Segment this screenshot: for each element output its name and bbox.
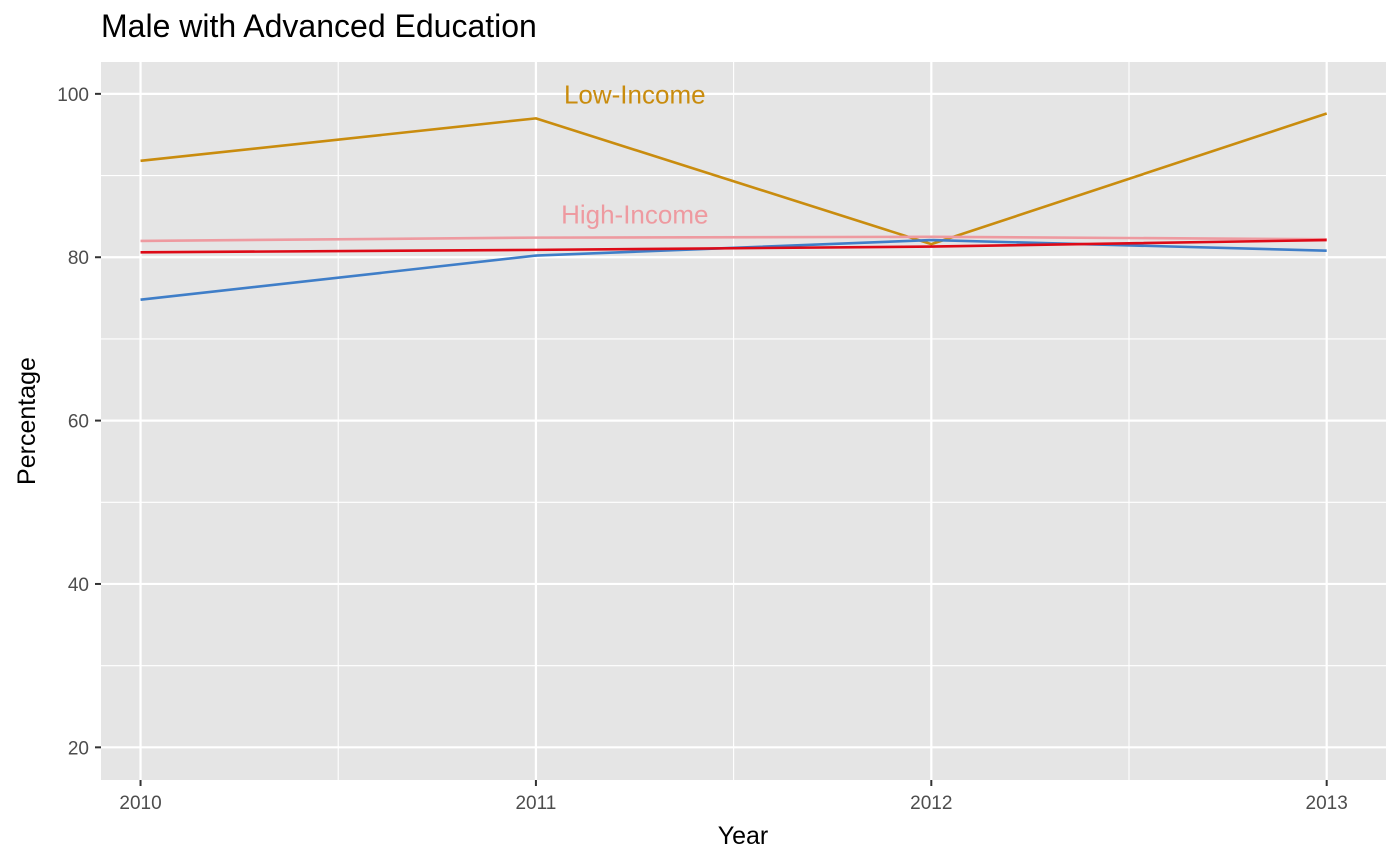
x-tick-label: 2012 [910,793,952,814]
x-tick-label: 2010 [119,793,161,814]
series-line-low-income [140,112,1328,246]
y-axis-title: Percentage [13,357,41,485]
y-tick-label: 60 [68,412,89,433]
y-axis: 20 40 60 80 100 [57,85,101,759]
x-tick-label: 2011 [515,793,556,814]
y-tick-label: 20 [68,738,89,759]
series-line-4 [140,238,1327,254]
y-tick-label: 100 [57,85,89,106]
y-tick-label: 40 [68,575,89,596]
series-lines [140,112,1328,301]
major-gridlines [101,62,1386,780]
line-annotations: Low-Income High-Income [561,80,708,230]
x-axis-title: Year [718,822,769,850]
x-axis: 2010 2011 2012 2013 [119,780,1348,814]
y-tick-label: 80 [68,248,89,269]
chart-title: Male with Advanced Education [101,8,537,44]
series-line-high-income [140,235,1327,243]
annotation-label-low-income: Low-Income [564,80,706,110]
annotation-label-high-income: High-Income [561,200,708,230]
x-tick-label: 2013 [1306,793,1348,814]
